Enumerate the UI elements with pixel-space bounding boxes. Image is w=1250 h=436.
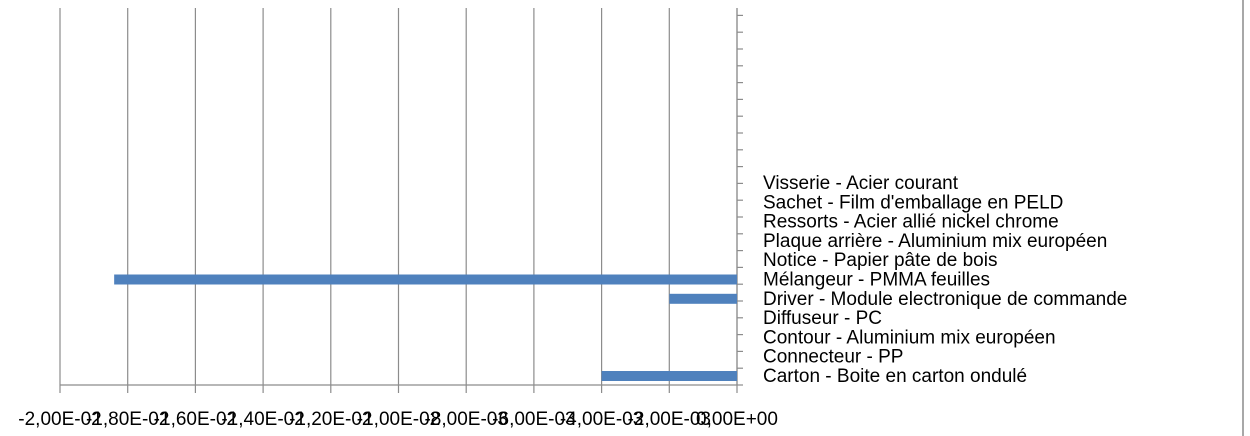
bars xyxy=(114,274,737,381)
bar xyxy=(601,371,737,381)
category-label: Contour - Aluminium mix européen xyxy=(763,327,1056,348)
category-label: Carton - Boite en carton ondulé xyxy=(763,366,1027,387)
x-tick-label: -6,00E-03 xyxy=(492,409,575,430)
category-labels: Carton - Boite en carton onduléConnecteu… xyxy=(763,173,1127,387)
category-label: Diffuseur - PC xyxy=(763,308,882,329)
x-tick-label: -1,00E-02 xyxy=(357,409,440,430)
category-label: Visserie - Acier courant xyxy=(763,173,959,194)
x-tick-label: -1,60E-02 xyxy=(154,409,237,430)
bar xyxy=(114,274,737,285)
category-label: Ressorts - Acier allié nickel chrome xyxy=(763,212,1059,233)
category-label: Plaque arrière - Aluminium mix européen xyxy=(763,231,1107,252)
x-tick-label: -2,00E-02 xyxy=(18,409,101,430)
x-tick-label: 0,00E+00 xyxy=(696,409,778,430)
x-tick-label: -8,00E-03 xyxy=(424,409,507,430)
category-label: Mélangeur - PMMA feuilles xyxy=(763,270,990,291)
grid-lines xyxy=(59,8,738,393)
x-tick-label: -1,40E-02 xyxy=(221,409,304,430)
x-tick-label: -4,00E-03 xyxy=(560,409,643,430)
category-label: Connecteur - PP xyxy=(763,347,903,368)
category-label: Driver - Module electronique de commande xyxy=(763,289,1127,310)
category-label: Notice - Papier pâte de bois xyxy=(763,250,997,271)
category-label: Sachet - Film d'emballage en PELD xyxy=(763,192,1063,213)
x-tick-label: -1,80E-02 xyxy=(86,409,169,430)
y-axis-ticks xyxy=(737,14,743,386)
x-tick-label: -2,00E-03 xyxy=(628,409,711,430)
x-tick-label: -1,20E-02 xyxy=(289,409,372,430)
x-tick-labels: -2,00E-02-1,80E-02-1,60E-02-1,40E-02-1,2… xyxy=(18,409,778,430)
bar xyxy=(669,293,737,304)
